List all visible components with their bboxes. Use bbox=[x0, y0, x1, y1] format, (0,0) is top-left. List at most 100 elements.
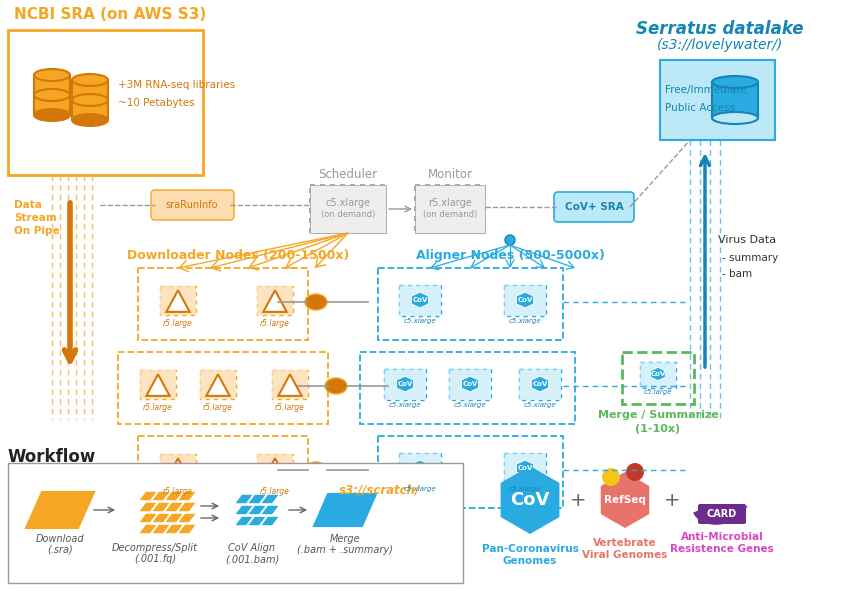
Polygon shape bbox=[153, 525, 169, 533]
Polygon shape bbox=[651, 367, 665, 381]
Text: - bam: - bam bbox=[722, 269, 752, 279]
Polygon shape bbox=[279, 374, 301, 396]
Text: Viral Genomes: Viral Genomes bbox=[583, 550, 668, 560]
Polygon shape bbox=[236, 495, 252, 503]
Bar bbox=[257, 455, 293, 483]
Ellipse shape bbox=[305, 462, 327, 478]
Bar bbox=[449, 369, 491, 400]
Bar bbox=[384, 369, 426, 400]
Ellipse shape bbox=[34, 109, 70, 121]
Polygon shape bbox=[179, 492, 195, 500]
Bar bbox=[272, 371, 308, 399]
Text: +: + bbox=[663, 490, 680, 509]
Polygon shape bbox=[140, 492, 156, 500]
Text: CoV: CoV bbox=[413, 297, 428, 303]
Polygon shape bbox=[397, 376, 413, 392]
Polygon shape bbox=[153, 514, 169, 522]
Bar bbox=[257, 455, 293, 483]
Polygon shape bbox=[140, 514, 156, 522]
Polygon shape bbox=[516, 292, 534, 308]
Polygon shape bbox=[249, 495, 265, 503]
Polygon shape bbox=[461, 376, 478, 392]
Bar bbox=[257, 286, 293, 315]
Bar bbox=[310, 185, 386, 233]
Text: r5.large: r5.large bbox=[260, 319, 290, 328]
Text: CoV: CoV bbox=[517, 297, 533, 303]
Polygon shape bbox=[166, 503, 182, 511]
Text: r5.large: r5.large bbox=[203, 403, 233, 412]
Polygon shape bbox=[167, 290, 189, 312]
Ellipse shape bbox=[34, 89, 70, 101]
Text: Monitor: Monitor bbox=[428, 168, 472, 181]
Bar bbox=[399, 285, 441, 317]
Polygon shape bbox=[500, 466, 559, 534]
Text: s3://scratch/: s3://scratch/ bbox=[339, 484, 421, 496]
Text: (s3://lovelywater/): (s3://lovelywater/) bbox=[657, 38, 783, 52]
Polygon shape bbox=[147, 374, 170, 396]
Text: c5.xlarge: c5.xlarge bbox=[403, 486, 436, 491]
Text: r5.large: r5.large bbox=[275, 403, 305, 412]
Bar bbox=[399, 453, 441, 484]
FancyBboxPatch shape bbox=[698, 504, 746, 524]
FancyBboxPatch shape bbox=[151, 190, 234, 220]
Text: CoV+ SRA: CoV+ SRA bbox=[565, 202, 623, 212]
Text: (.bam + .summary): (.bam + .summary) bbox=[297, 545, 393, 555]
Text: Scheduler: Scheduler bbox=[318, 168, 377, 181]
Text: - summary: - summary bbox=[722, 253, 778, 263]
Text: c5.xlarge: c5.xlarge bbox=[524, 402, 557, 408]
Bar bbox=[378, 268, 563, 340]
Text: Free/Immediate: Free/Immediate bbox=[665, 85, 747, 95]
Text: Data: Data bbox=[14, 200, 42, 210]
Text: CoV: CoV bbox=[413, 465, 428, 471]
Circle shape bbox=[505, 235, 515, 245]
Text: Workflow: Workflow bbox=[8, 448, 96, 466]
Polygon shape bbox=[26, 492, 94, 528]
Bar bbox=[360, 352, 575, 424]
Text: Pan-Coronavirus: Pan-Coronavirus bbox=[482, 544, 578, 554]
Polygon shape bbox=[262, 506, 278, 514]
Bar bbox=[34, 75, 70, 115]
Bar bbox=[200, 371, 237, 399]
Text: r5.large: r5.large bbox=[163, 319, 193, 328]
Bar bbox=[310, 185, 386, 233]
Ellipse shape bbox=[305, 294, 327, 310]
Text: c5.xlarge: c5.xlarge bbox=[403, 318, 436, 324]
Text: Resistence Genes: Resistence Genes bbox=[670, 544, 774, 554]
Polygon shape bbox=[262, 495, 278, 503]
Bar bbox=[72, 80, 108, 120]
Text: r5.large: r5.large bbox=[163, 487, 193, 496]
Text: On Pipe: On Pipe bbox=[14, 226, 60, 236]
Polygon shape bbox=[206, 374, 230, 396]
Bar bbox=[272, 371, 308, 399]
Polygon shape bbox=[516, 460, 534, 476]
Bar bbox=[712, 82, 758, 118]
Text: r5.large: r5.large bbox=[260, 487, 290, 496]
Bar bbox=[140, 371, 176, 399]
Text: CoV: CoV bbox=[397, 381, 413, 387]
Text: CoV: CoV bbox=[510, 491, 550, 509]
Polygon shape bbox=[140, 503, 156, 511]
Bar bbox=[504, 285, 546, 317]
Bar bbox=[138, 436, 308, 508]
Text: c5.xlarge: c5.xlarge bbox=[509, 486, 541, 491]
Bar bbox=[160, 286, 196, 315]
Text: (.001.bam): (.001.bam) bbox=[225, 554, 280, 564]
Bar bbox=[384, 369, 426, 400]
Ellipse shape bbox=[72, 94, 108, 106]
Polygon shape bbox=[166, 492, 182, 500]
Text: sraRunInfo: sraRunInfo bbox=[166, 200, 218, 210]
Text: Anti-Microbial: Anti-Microbial bbox=[680, 532, 764, 542]
Text: Decompress/Split: Decompress/Split bbox=[112, 543, 198, 553]
Text: Virus Data: Virus Data bbox=[718, 235, 776, 245]
Polygon shape bbox=[179, 503, 195, 511]
Text: Serratus datalake: Serratus datalake bbox=[637, 20, 804, 38]
Ellipse shape bbox=[712, 112, 758, 124]
Ellipse shape bbox=[712, 76, 758, 88]
Polygon shape bbox=[264, 290, 286, 312]
Bar bbox=[660, 60, 775, 140]
Text: CoV Align: CoV Align bbox=[228, 543, 275, 553]
Text: Stream: Stream bbox=[14, 213, 56, 223]
Text: +3M RNA-seq libraries: +3M RNA-seq libraries bbox=[118, 80, 235, 90]
Polygon shape bbox=[140, 525, 156, 533]
Bar bbox=[415, 185, 485, 233]
